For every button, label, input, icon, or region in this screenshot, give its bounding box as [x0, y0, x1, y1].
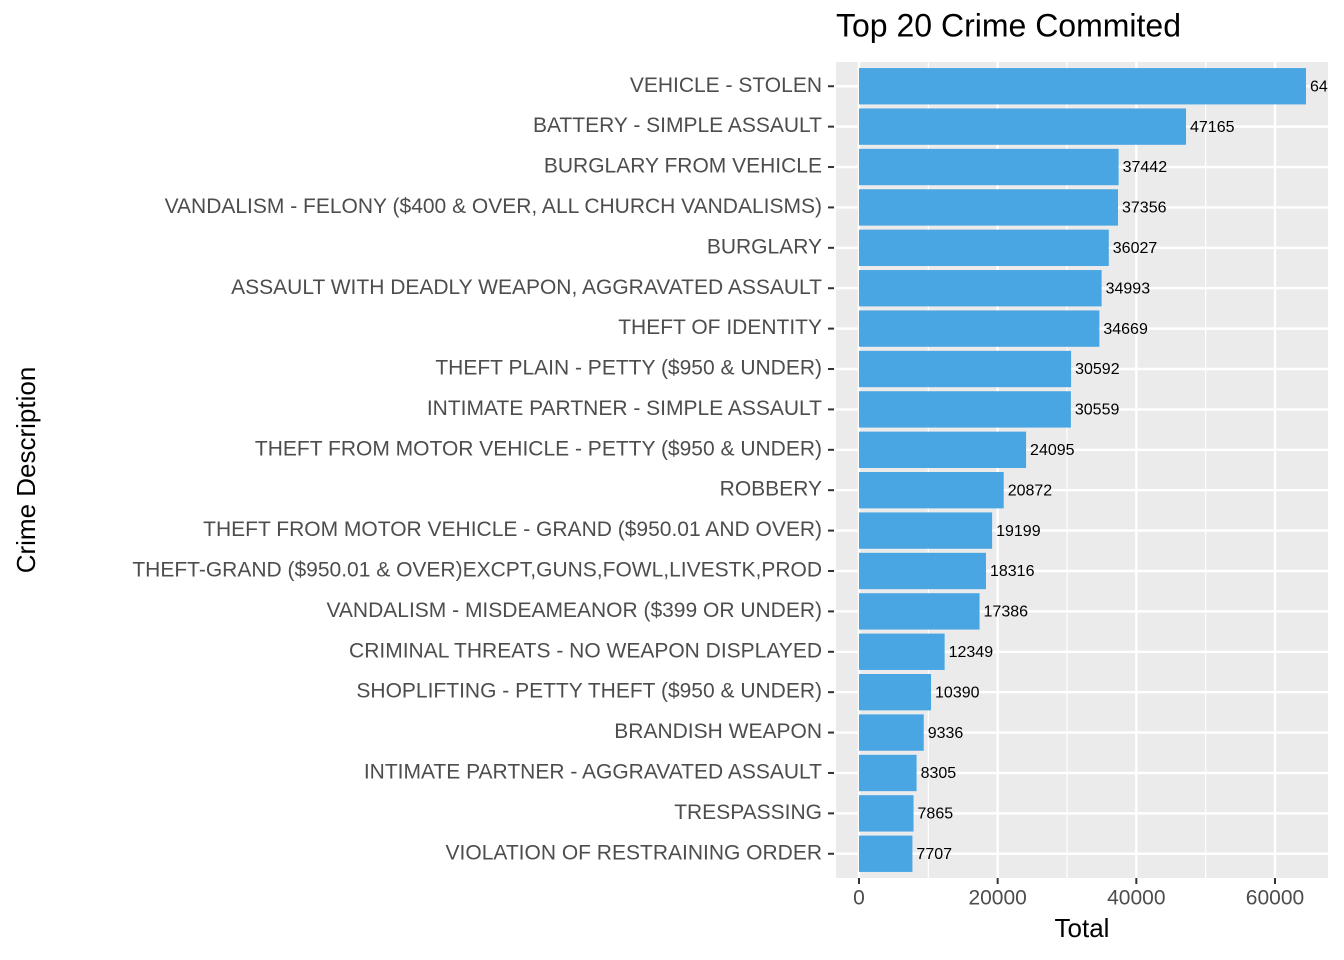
value-label: 20872 [1008, 482, 1053, 499]
y-tick-label: SHOPLIFTING - PETTY THEFT ($950 & UNDER) [356, 680, 822, 703]
value-label: 18316 [990, 563, 1035, 580]
y-tick-label: BURGLARY FROM VEHICLE [544, 155, 822, 178]
bar [858, 552, 986, 590]
y-tick-label: THEFT FROM MOTOR VEHICLE - GRAND ($950.0… [203, 518, 822, 541]
value-label: 37356 [1122, 200, 1167, 217]
y-axis-title: Crime Description [11, 367, 41, 574]
y-tick-label: VANDALISM - FELONY ($400 & OVER, ALL CHU… [165, 195, 822, 218]
value-label: 37442 [1123, 159, 1168, 176]
y-tick-label: THEFT OF IDENTITY [618, 316, 822, 339]
bar [858, 593, 980, 630]
value-label: 9336 [928, 725, 964, 742]
bar [858, 512, 993, 549]
bar [858, 310, 1100, 347]
value-label: 19199 [996, 523, 1041, 540]
value-label: 34993 [1106, 280, 1151, 297]
bar [858, 189, 1119, 226]
x-tick-label: 60000 [1246, 887, 1304, 910]
bar [858, 148, 1119, 186]
y-tick-label: ROBBERY [720, 478, 822, 501]
y-tick-label: CRIMINAL THREATS - NO WEAPON DISPLAYED [349, 639, 822, 662]
bar [858, 391, 1071, 428]
y-tick-label: THEFT-GRAND ($950.01 & OVER)EXCPT,GUNS,F… [132, 559, 822, 582]
bar [858, 270, 1102, 307]
value-label: 34669 [1103, 321, 1148, 338]
value-label: 30592 [1075, 361, 1120, 378]
value-label: 10390 [935, 684, 980, 701]
bar [858, 674, 932, 711]
x-axis-title: Total [1055, 913, 1110, 943]
y-tick-label: BATTERY - SIMPLE ASSAULT [533, 114, 822, 137]
bar [858, 68, 1307, 105]
y-tick-label: INTIMATE PARTNER - SIMPLE ASSAULT [427, 397, 822, 420]
value-label: 30559 [1075, 402, 1120, 419]
x-tick-label: 0 [853, 887, 865, 910]
y-tick-label: BRANDISH WEAPON [614, 720, 822, 743]
bar [858, 795, 914, 832]
y-tick-label: THEFT PLAIN - PETTY ($950 & UNDER) [435, 357, 822, 380]
bar [858, 835, 913, 872]
value-label: 12349 [949, 644, 994, 661]
value-label: 36027 [1113, 240, 1158, 257]
bar [858, 633, 945, 670]
value-label: 24095 [1030, 442, 1075, 459]
value-label: 7865 [918, 806, 954, 823]
y-tick-label: THEFT FROM MOTOR VEHICLE - PETTY ($950 &… [255, 437, 822, 460]
bar [858, 108, 1187, 145]
y-tick-label: TRESPASSING [674, 801, 822, 824]
y-tick-label: INTIMATE PARTNER - AGGRAVATED ASSAULT [364, 761, 822, 784]
chart-title: Top 20 Crime Commited [836, 7, 1181, 43]
value-label: 64471 [1310, 78, 1344, 95]
bar [858, 431, 1027, 468]
value-label: 8305 [921, 765, 957, 782]
x-tick-label: 40000 [1107, 887, 1165, 910]
value-label: 7707 [916, 846, 952, 863]
y-tick-label: ASSAULT WITH DEADLY WEAPON, AGGRAVATED A… [231, 276, 822, 299]
x-tick-label: 20000 [968, 887, 1026, 910]
y-tick-label: VIOLATION OF RESTRAINING ORDER [446, 841, 822, 864]
bar [858, 472, 1004, 509]
bar [858, 350, 1072, 388]
y-tick-label: VEHICLE - STOLEN [630, 74, 822, 97]
value-label: 47165 [1190, 119, 1235, 136]
y-tick-label: VANDALISM - MISDEAMEANOR ($399 OR UNDER) [326, 599, 822, 622]
y-tick-label: BURGLARY [707, 235, 822, 258]
bar [858, 714, 924, 751]
value-label: 17386 [984, 604, 1029, 621]
bar [858, 229, 1109, 266]
bar [858, 754, 917, 792]
